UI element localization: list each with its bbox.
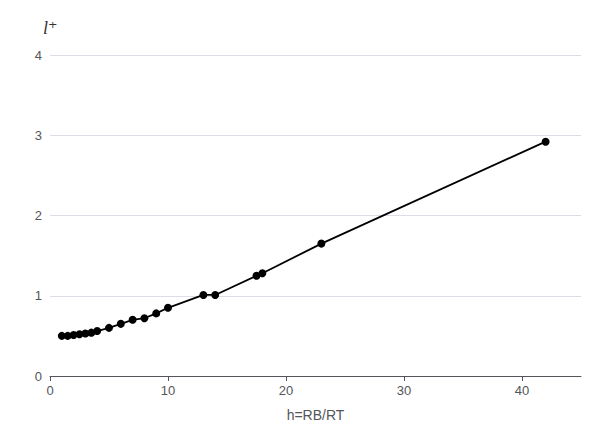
svg-text:l⁺: l⁺ <box>43 18 58 38</box>
svg-text:10: 10 <box>161 383 175 398</box>
svg-text:3: 3 <box>35 128 42 143</box>
svg-text:0: 0 <box>46 383 53 398</box>
svg-text:h=RB/RT: h=RB/RT <box>287 407 345 423</box>
svg-text:2: 2 <box>35 208 42 223</box>
svg-text:4: 4 <box>35 48 42 63</box>
svg-text:0: 0 <box>35 369 42 384</box>
svg-text:30: 30 <box>397 383 411 398</box>
svg-text:1: 1 <box>35 288 42 303</box>
svg-text:20: 20 <box>279 383 293 398</box>
svg-text:40: 40 <box>515 383 529 398</box>
